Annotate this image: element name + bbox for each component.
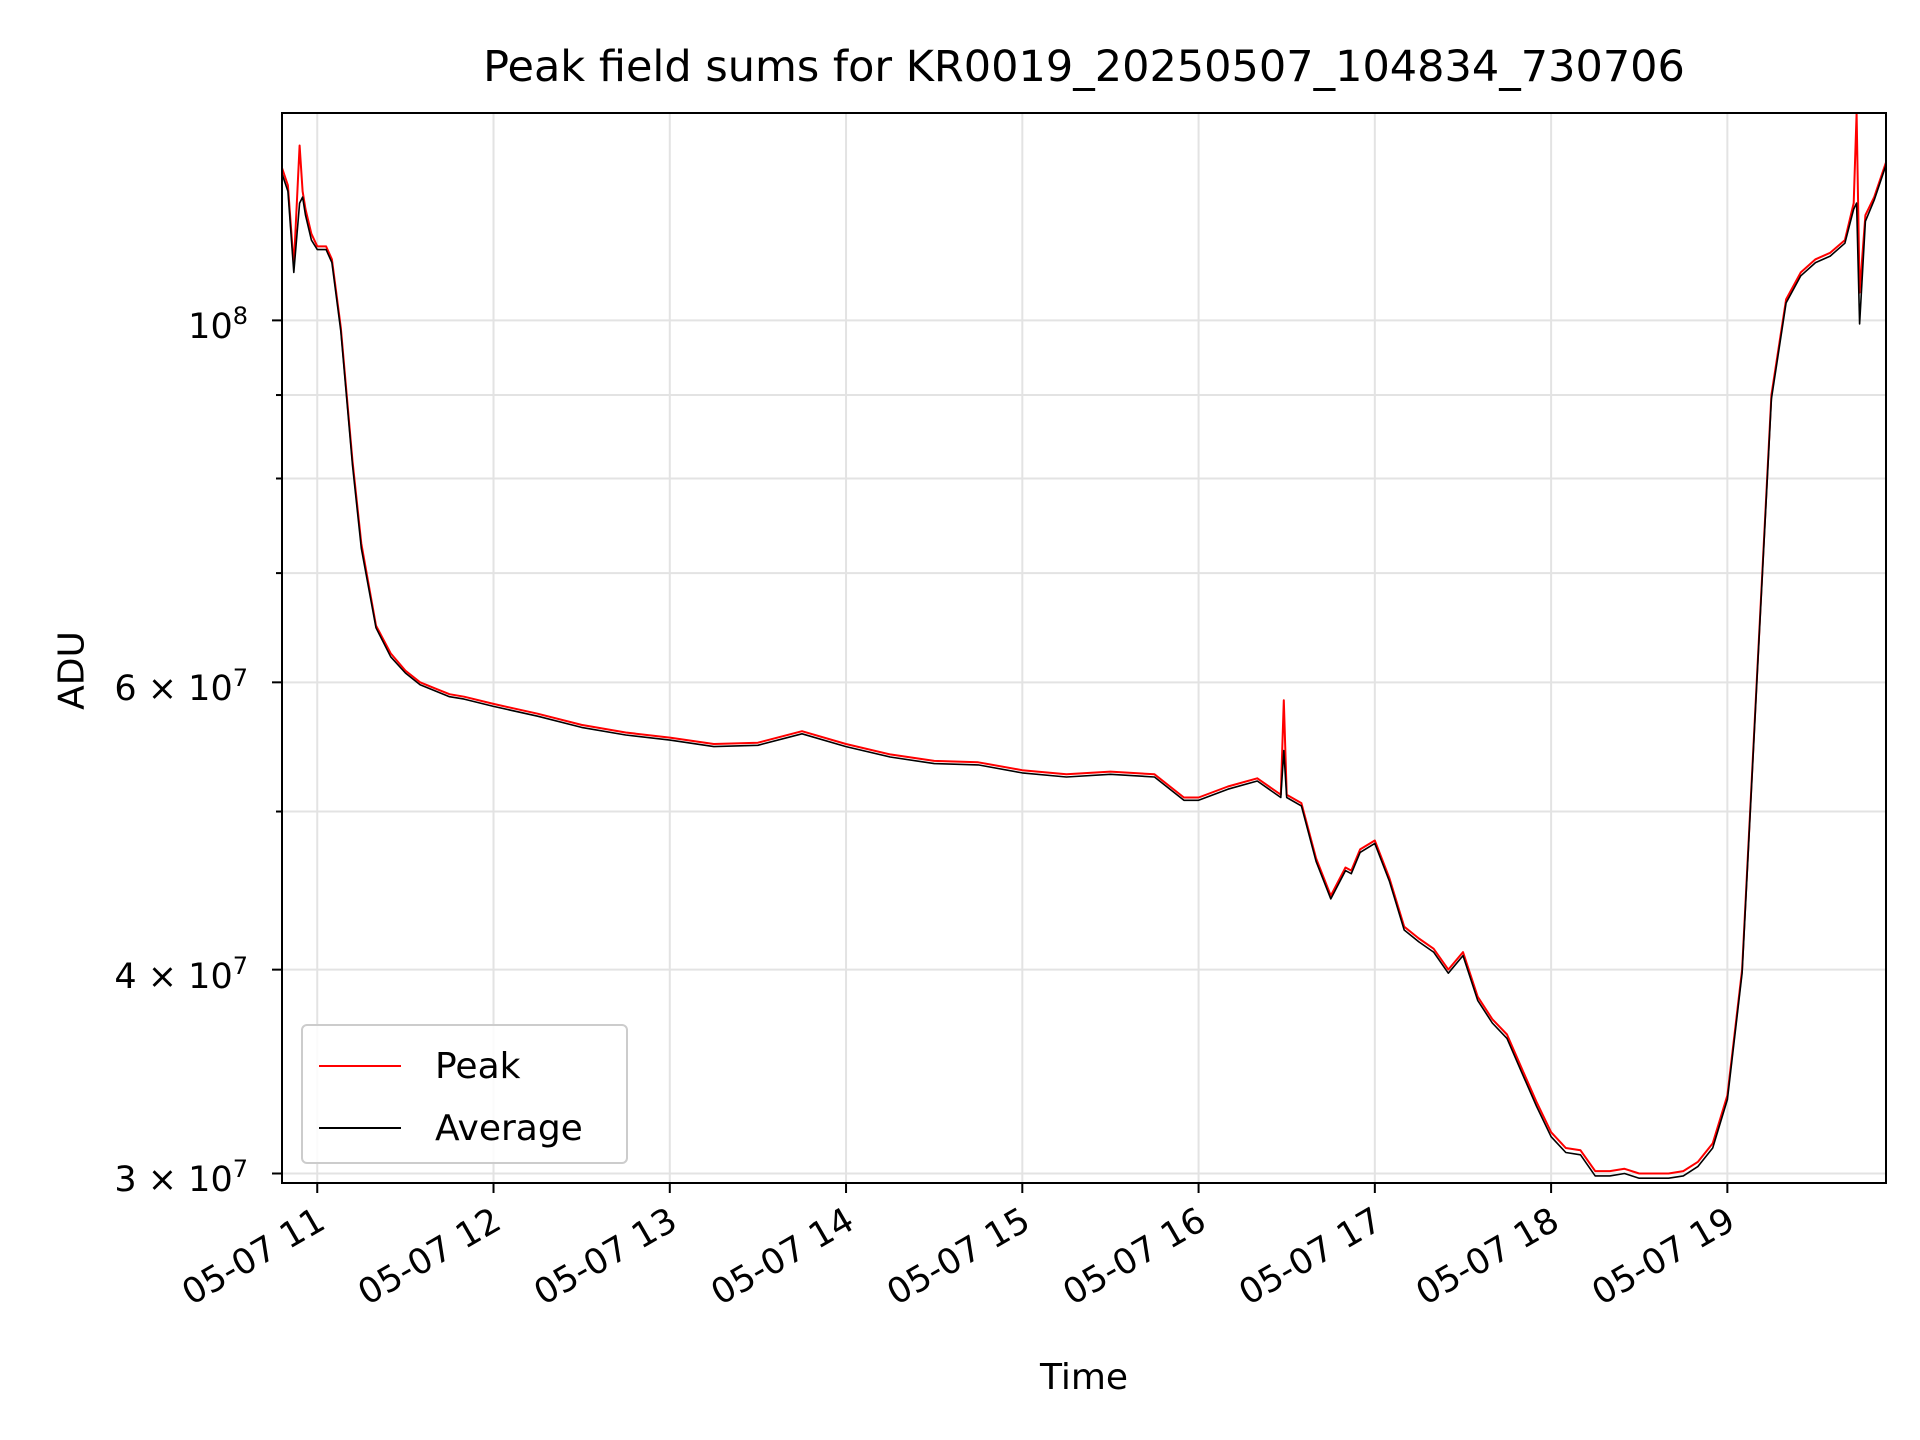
chart-title: Peak field sums for KR0019_20250507_1048… (483, 42, 1685, 92)
legend-label-peak: Peak (435, 1045, 521, 1087)
y-tick-mantissa: 4 × (114, 956, 189, 997)
y-tick-label: 4 × 107 (114, 954, 248, 995)
tick-layer (272, 319, 1729, 1193)
y-tick-base: 10 (188, 956, 233, 997)
series-line-average (281, 164, 1887, 1179)
legend-item-average: Average (319, 1107, 583, 1149)
series-layer (281, 112, 1887, 1179)
y-tick-base: 10 (188, 1160, 233, 1201)
y-tick-label: 6 × 107 (114, 666, 248, 707)
y-tick-exponent: 7 (232, 1155, 248, 1184)
y-tick-label: 108 (188, 304, 248, 345)
y-tick-label: 3 × 107 (114, 1157, 248, 1198)
y-tick-mantissa: 6 × (114, 669, 189, 710)
legend: Peak Average (301, 1024, 628, 1164)
y-tick-mantissa: 3 × (114, 1160, 189, 1201)
y-tick-exponent: 7 (232, 951, 248, 980)
legend-item-peak: Peak (319, 1045, 521, 1087)
y-tick-exponent: 7 (232, 664, 248, 693)
x-axis-label: Time (1039, 1357, 1129, 1398)
plot-frame (281, 112, 1887, 1184)
y-tick-base: 10 (188, 307, 233, 348)
y-tick-base: 10 (188, 669, 233, 710)
grid-layer (282, 113, 1886, 1183)
series-line-peak (281, 112, 1887, 1175)
legend-label-average: Average (435, 1107, 583, 1149)
legend-swatch-peak (319, 1065, 401, 1067)
y-tick-exponent: 8 (232, 302, 248, 331)
y-axis-label: ADU (51, 631, 93, 710)
legend-swatch-average (319, 1127, 401, 1129)
